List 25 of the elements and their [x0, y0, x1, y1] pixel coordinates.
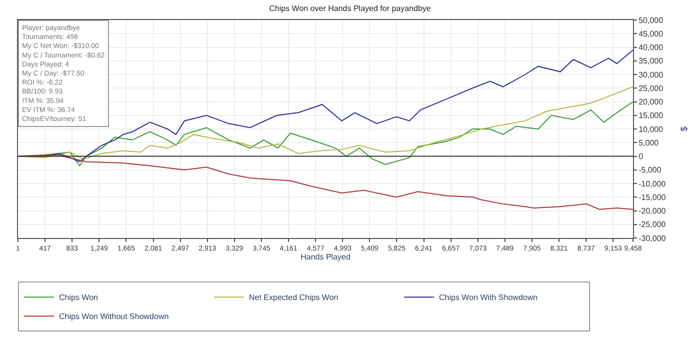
y-tick-label: 40,000: [638, 43, 664, 52]
y-tick-label: 5,000: [638, 138, 660, 148]
y-tick-label: -5,000: [638, 166, 662, 175]
chart-title: Chips Won over Hands Played for payandbye: [269, 4, 432, 13]
y-tick-label: 50,000: [638, 16, 664, 25]
y-tick-label: -10,000: [638, 179, 666, 188]
y-tick-label: -20,000: [638, 206, 666, 216]
y-tick-label: 45,000: [638, 29, 664, 38]
y-tick-label: -25,000: [638, 220, 666, 230]
y-tick-label: 10,000: [638, 124, 664, 134]
y-tick-label: -15,000: [638, 192, 666, 202]
y-tick-label: 15,000: [638, 111, 664, 120]
y-tick-label: 30,000: [638, 70, 664, 80]
y-tick-label: 20,000: [638, 98, 664, 107]
line-series: [18, 154, 633, 210]
y-tick-label: -30,000: [638, 234, 666, 243]
legend-label: Net Expected Chips Won: [249, 293, 338, 302]
y-tick-label: 25,000: [638, 84, 664, 93]
legend-label: Chips Won With Showdown: [439, 293, 538, 302]
y-tick-label: 35,000: [638, 56, 664, 66]
x-axis-title: Hands Played: [300, 252, 350, 262]
y-axis-title: $: [679, 126, 690, 132]
legend-label: Chips Won: [59, 293, 98, 302]
y-tick-label: 0: [638, 152, 644, 162]
legend-label: Chips Won Without Showdown: [59, 312, 169, 322]
